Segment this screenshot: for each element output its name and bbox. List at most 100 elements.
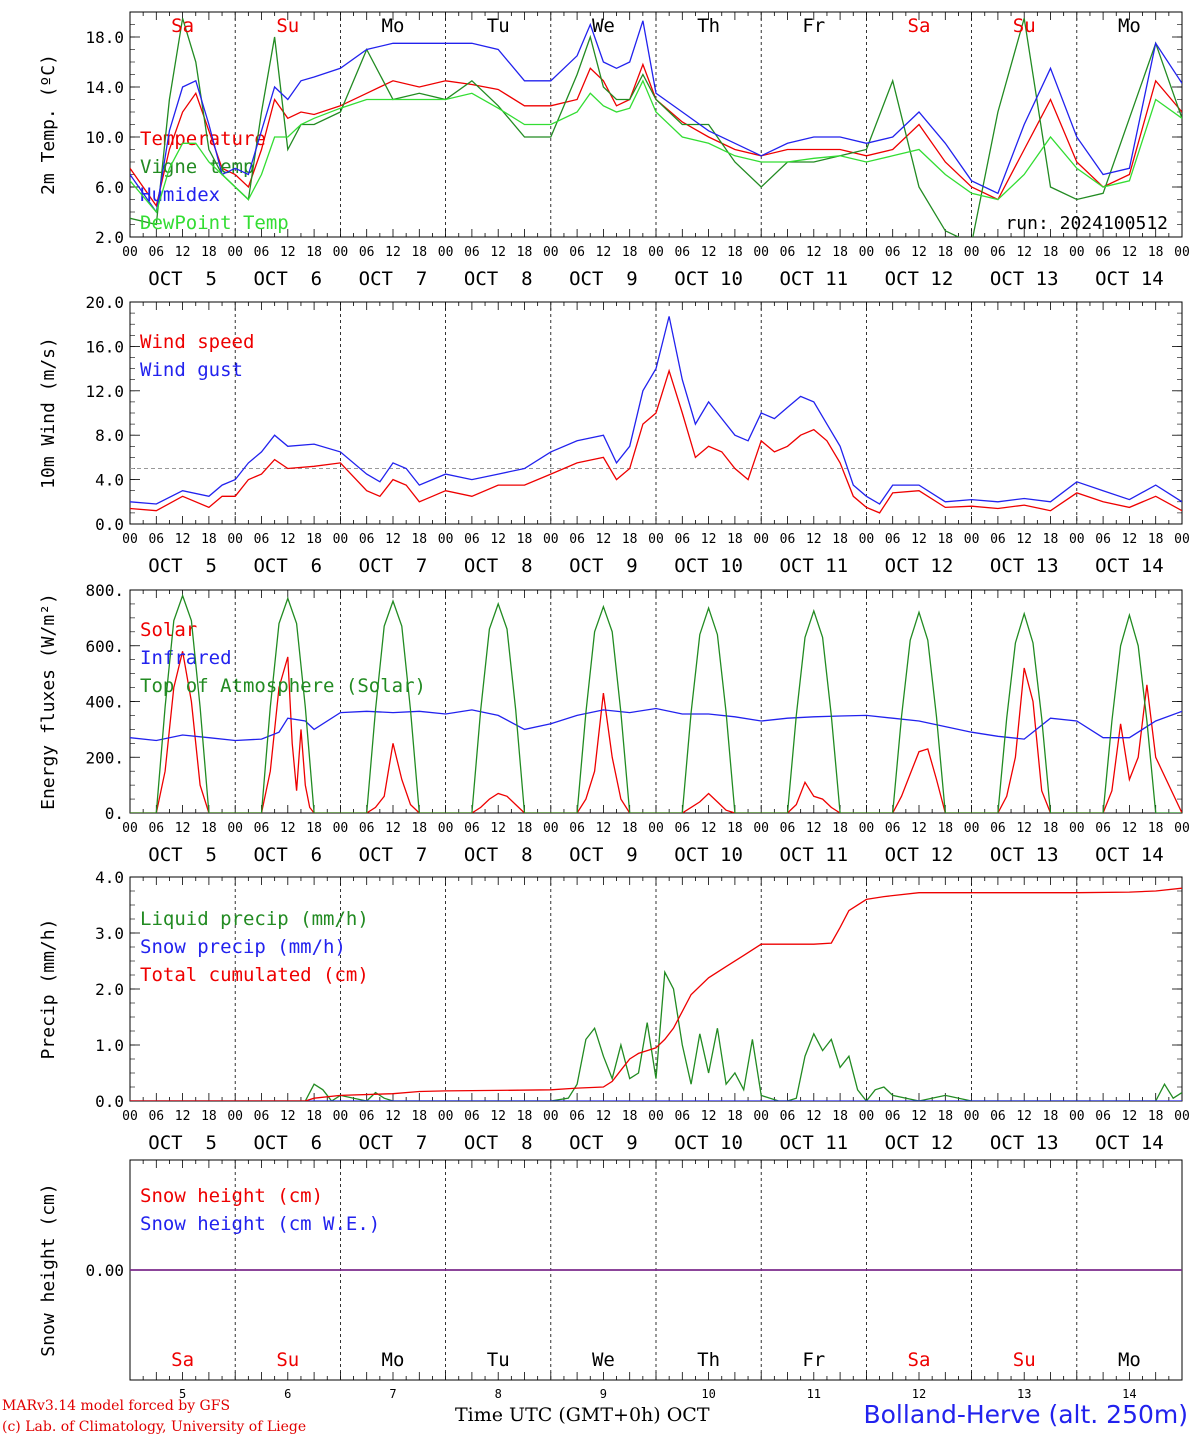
y-axis-label: Snow height (cm) [38,1183,59,1356]
y-tick-label: 4.0 [95,471,124,490]
hour-tick-label: 12 [596,532,612,547]
weekday-label: Su [276,1349,299,1371]
day-label: OCT 12 [885,844,954,866]
hour-tick-label: 00 [859,1109,875,1124]
day-label: OCT 13 [990,268,1059,290]
day-label: OCT 8 [464,268,533,290]
hour-tick-label: 18 [201,532,217,547]
day-number-label: 6 [284,1387,291,1401]
hour-tick-label: 00 [543,1109,559,1124]
series-line-top-of-atmosphere-solar- [130,593,1182,813]
weekday-label: Su [1013,15,1036,37]
hour-tick-label: 00 [438,821,454,836]
hour-tick-label: 06 [148,1109,164,1124]
series-line-wind-speed [130,368,1182,514]
hour-tick-label: 18 [622,245,638,260]
day-label: OCT 7 [359,555,428,577]
hour-tick-label: 18 [622,1109,638,1124]
series-line-total-cumulated-cm- [130,887,1182,1101]
hour-tick-label: 06 [254,1109,270,1124]
hour-tick-label: 06 [569,1109,585,1124]
hour-tick-label: 00 [753,245,769,260]
hour-tick-label: 18 [306,1109,322,1124]
hour-tick-label: 12 [806,821,822,836]
hour-tick-label: 06 [990,245,1006,260]
weekday-label: Fr [802,15,825,37]
hour-tick-label: 18 [306,821,322,836]
legend-entry: Infrared [140,647,232,669]
hour-tick-label: 06 [254,245,270,260]
hour-tick-label: 00 [543,821,559,836]
day-number-label: 5 [179,1387,186,1401]
hour-tick-label: 18 [1148,245,1164,260]
hour-tick-label: 12 [490,532,506,547]
hour-tick-label: 12 [1016,1109,1032,1124]
day-label: OCT 13 [990,555,1059,577]
hour-tick-label: 00 [753,821,769,836]
day-label: OCT 12 [885,268,954,290]
hour-tick-label: 06 [464,1109,480,1124]
credit-line-1: MARv3.14 model forced by GFS [2,1398,231,1414]
y-tick-label: 14.0 [85,78,124,97]
hour-tick-label: 00 [964,245,980,260]
day-label: OCT 14 [1095,268,1164,290]
hour-tick-label: 00 [227,245,243,260]
hour-tick-label: 12 [1122,1109,1138,1124]
hour-tick-label: 06 [569,532,585,547]
y-tick-label: 0.0 [95,1092,124,1111]
legend-entry: Wind gust [140,359,243,381]
hour-tick-label: 00 [964,532,980,547]
hour-tick-label: 00 [227,532,243,547]
hour-tick-label: 12 [701,821,717,836]
day-label: OCT 12 [885,555,954,577]
hour-tick-label: 18 [1043,532,1059,547]
y-tick-label: 800. [85,581,124,600]
hour-tick-label: 18 [1043,1109,1059,1124]
day-label: OCT 6 [253,555,322,577]
hour-tick-label: 18 [411,1109,427,1124]
y-tick-label: 400. [85,693,124,712]
hour-tick-label: 18 [411,821,427,836]
hour-tick-label: 18 [1148,1109,1164,1124]
weekday-label: We [592,15,615,37]
hour-tick-label: 18 [937,821,953,836]
day-number-label: 9 [600,1387,607,1401]
legend-entry: Humidex [140,184,220,206]
hour-tick-label: 00 [1174,821,1190,836]
hour-tick-label: 18 [306,245,322,260]
hour-tick-label: 18 [1043,245,1059,260]
hour-tick-label: 18 [937,245,953,260]
hour-tick-label: 06 [1095,1109,1111,1124]
hour-tick-label: 06 [359,821,375,836]
hour-tick-label: 12 [806,1109,822,1124]
hour-tick-label: 00 [648,532,664,547]
hour-tick-label: 06 [990,821,1006,836]
hour-tick-label: 06 [990,532,1006,547]
y-tick-label: 2.0 [95,228,124,247]
hour-tick-label: 00 [859,821,875,836]
hour-tick-label: 18 [517,532,533,547]
series-line-wind-gust [130,316,1182,505]
hour-tick-label: 12 [490,821,506,836]
day-label: OCT 14 [1095,555,1164,577]
legend-entry: Solar [140,619,197,641]
day-number-label: 7 [389,1387,396,1401]
hour-tick-label: 00 [333,821,349,836]
hour-tick-label: 06 [464,821,480,836]
hour-tick-label: 00 [1069,1109,1085,1124]
y-axis-label: Energy fluxes (W/m²) [38,593,59,810]
hour-tick-label: 18 [727,821,743,836]
hour-tick-label: 18 [1148,821,1164,836]
hour-tick-label: 00 [753,532,769,547]
y-tick-label: 2.0 [95,980,124,999]
hour-tick-label: 00 [1069,821,1085,836]
hour-tick-label: 06 [569,245,585,260]
hour-tick-label: 06 [885,1109,901,1124]
hour-tick-label: 06 [359,532,375,547]
y-tick-label: 10.0 [85,128,124,147]
legend-entry: Snow height (cm W.E.) [140,1213,380,1235]
hour-tick-label: 12 [175,532,191,547]
y-axis-label: 10m Wind (m/s) [38,337,59,489]
hour-tick-label: 18 [411,245,427,260]
